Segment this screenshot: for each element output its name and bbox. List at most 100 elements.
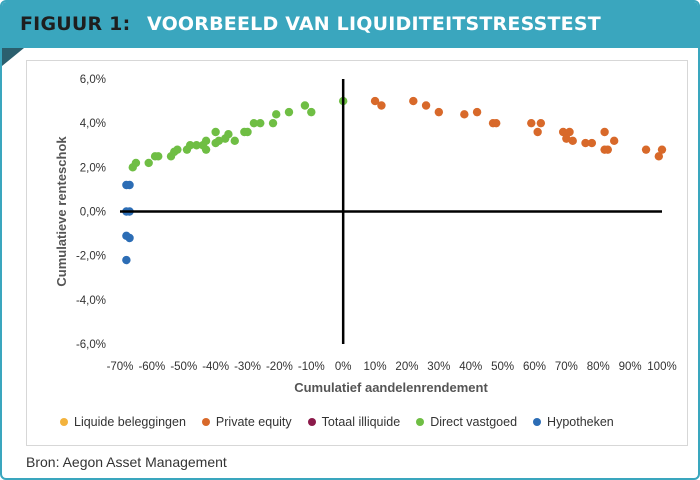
x-tick-label: 80% [587, 361, 610, 373]
x-tick-label: -70% [107, 361, 134, 373]
point-private-equity [527, 118, 536, 128]
point-direct-vastgoed [256, 118, 265, 128]
point-private-equity [533, 127, 542, 137]
point-direct-vastgoed [272, 110, 281, 119]
point-private-equity [657, 145, 667, 154]
point-direct-vastgoed [211, 127, 220, 137]
legend-label: Private equity [215, 415, 292, 429]
point-private-equity [654, 152, 664, 161]
y-tick-label: 6,0% [80, 74, 106, 86]
banner-fold [2, 48, 24, 66]
x-tick-label: 10% [364, 361, 387, 373]
y-tick-label: 2,0% [80, 162, 106, 174]
x-tick-label: 40% [459, 361, 482, 373]
y-tick-label: -6,0% [76, 339, 106, 351]
legend-item: Direct vastgoed [416, 415, 517, 429]
x-tick-label: 60% [523, 361, 546, 373]
point-direct-vastgoed [224, 130, 233, 139]
x-tick-label: 30% [427, 361, 450, 373]
point-direct-vastgoed [214, 136, 224, 146]
x-tick-label: 90% [619, 361, 642, 373]
title-banner: FIGUUR 1: VOORBEELD VAN LIQUIDITEITSTRES… [2, 2, 698, 48]
source-note: Bron: Aegon Asset Management [26, 454, 227, 470]
point-direct-vastgoed [249, 118, 259, 128]
x-tick-label: -40% [202, 361, 229, 373]
point-direct-vastgoed [307, 107, 316, 117]
point-private-equity [370, 96, 380, 106]
x-tick-label: -50% [170, 361, 197, 373]
scatter-chart: 6,0% 4,0% 2,0% 0,0% -2,0% -4,0% -6,0% -70% -60%… [54, 74, 677, 395]
point-private-equity [600, 127, 609, 137]
chart-legend: Liquide beleggingen Private equity Totaal … [60, 412, 630, 432]
point-private-equity [565, 127, 574, 137]
point-direct-vastgoed [144, 158, 153, 168]
point-private-equity [421, 101, 431, 110]
point-private-equity [568, 136, 577, 146]
legend-marker [60, 418, 68, 426]
x-tick-label: -10% [298, 361, 325, 373]
point-private-equity [581, 138, 590, 148]
point-private-equity [641, 145, 651, 154]
chart-panel [26, 60, 688, 446]
figure-title: VOORBEELD VAN LIQUIDITEITSTRESSTEST [147, 13, 601, 35]
point-direct-vastgoed [230, 136, 239, 146]
legend-item: Totaal illiquide [307, 415, 401, 429]
legend-item: Hypotheken [533, 415, 614, 429]
x-tick-label: 0% [335, 361, 352, 373]
x-tick-label: -30% [234, 361, 261, 373]
legend-item: Private equity [201, 415, 292, 429]
point-direct-vastgoed [284, 107, 294, 117]
y-axis-label: Cumulatieve renteschok [54, 136, 69, 287]
point-direct-vastgoed [201, 145, 211, 154]
y-tick-label: -4,0% [76, 295, 106, 307]
x-axis-label: Cumulatief aandelenrendement [294, 380, 488, 395]
point-hypotheken [125, 233, 134, 243]
point-direct-vastgoed [154, 152, 163, 161]
figure-label: FIGUUR 1: [20, 13, 131, 35]
y-tick-label: 4,0% [80, 118, 106, 130]
point-direct-vastgoed [201, 136, 211, 146]
point-private-equity [377, 101, 386, 110]
x-tick-label: -60% [138, 361, 165, 373]
legend-marker [416, 418, 425, 426]
point-private-equity [536, 118, 546, 128]
x-tick-label: 50% [491, 361, 514, 373]
point-private-equity [562, 134, 571, 143]
legend-label: Totaal illiquide [321, 415, 401, 429]
data-points [122, 96, 667, 265]
legend-marker [307, 418, 316, 426]
point-hypotheken [122, 255, 131, 265]
point-private-equity [460, 110, 469, 119]
point-direct-vastgoed [192, 141, 201, 150]
point-private-equity [492, 118, 501, 128]
y-tick-labels: 6,0% 4,0% 2,0% 0,0% -2,0% -4,0% -6,0% [76, 74, 106, 351]
x-tick-label: 20% [395, 361, 418, 373]
point-direct-vastgoed [173, 145, 182, 154]
x-tick-label: 100% [647, 361, 676, 373]
legend-item: Liquide beleggingen [60, 415, 186, 429]
legend-label: Liquide beleggingen [74, 415, 186, 429]
point-private-equity [434, 107, 444, 117]
point-private-equity [603, 145, 612, 154]
point-direct-vastgoed [268, 118, 278, 128]
legend-marker [201, 418, 210, 426]
point-hypotheken [125, 180, 134, 190]
point-direct-vastgoed [131, 158, 141, 168]
x-tick-label: 70% [555, 361, 578, 373]
y-tick-label: -2,0% [76, 251, 106, 263]
y-tick-label: 0,0% [80, 207, 106, 219]
point-direct-vastgoed [243, 127, 252, 137]
x-tick-labels: -70% -60% -50% -40% -30% -20% -10% 0% 10% 20% 30% 4… [107, 361, 677, 373]
point-private-equity [558, 127, 568, 137]
point-private-equity [409, 96, 418, 106]
legend-label: Hypotheken [547, 415, 614, 429]
point-private-equity [472, 107, 482, 117]
point-private-equity [587, 138, 597, 148]
point-private-equity [609, 136, 619, 146]
legend-label: Direct vastgoed [430, 415, 518, 429]
point-direct-vastgoed [185, 141, 195, 150]
x-tick-label: -20% [266, 361, 293, 373]
legend-marker [533, 418, 542, 426]
point-direct-vastgoed [300, 101, 310, 110]
